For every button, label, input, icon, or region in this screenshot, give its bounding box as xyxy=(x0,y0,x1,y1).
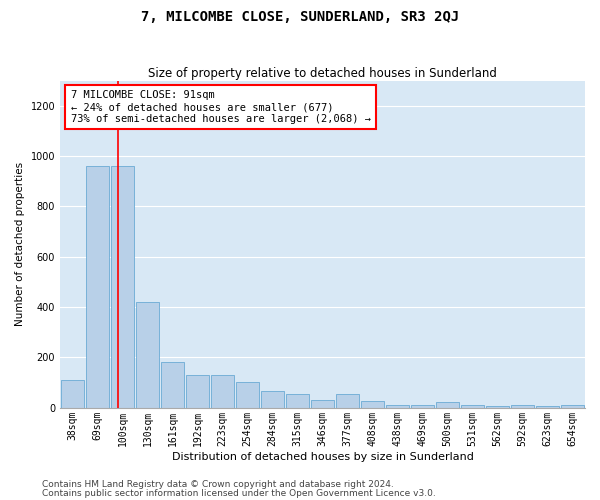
Bar xyxy=(136,302,160,408)
Text: Contains HM Land Registry data © Crown copyright and database right 2024.: Contains HM Land Registry data © Crown c… xyxy=(42,480,394,489)
Bar xyxy=(260,391,284,407)
Bar xyxy=(86,166,109,408)
Bar xyxy=(185,375,209,408)
Title: Size of property relative to detached houses in Sunderland: Size of property relative to detached ho… xyxy=(148,66,497,80)
Bar xyxy=(161,362,184,408)
Bar xyxy=(236,382,259,407)
Text: 7, MILCOMBE CLOSE, SUNDERLAND, SR3 2QJ: 7, MILCOMBE CLOSE, SUNDERLAND, SR3 2QJ xyxy=(141,10,459,24)
Text: 7 MILCOMBE CLOSE: 91sqm
← 24% of detached houses are smaller (677)
73% of semi-d: 7 MILCOMBE CLOSE: 91sqm ← 24% of detache… xyxy=(71,90,371,124)
Y-axis label: Number of detached properties: Number of detached properties xyxy=(15,162,25,326)
Bar xyxy=(536,406,559,408)
Bar xyxy=(61,380,85,407)
Bar xyxy=(386,405,409,407)
Bar xyxy=(211,375,235,408)
Bar xyxy=(361,401,385,407)
Text: Contains public sector information licensed under the Open Government Licence v3: Contains public sector information licen… xyxy=(42,488,436,498)
Bar xyxy=(110,166,134,408)
Bar xyxy=(560,405,584,407)
Bar xyxy=(511,405,535,407)
Bar xyxy=(286,394,310,407)
Bar xyxy=(410,405,434,407)
Bar xyxy=(335,394,359,407)
X-axis label: Distribution of detached houses by size in Sunderland: Distribution of detached houses by size … xyxy=(172,452,473,462)
Bar xyxy=(436,402,460,407)
Bar xyxy=(461,405,484,407)
Bar xyxy=(311,400,334,407)
Bar xyxy=(485,406,509,408)
